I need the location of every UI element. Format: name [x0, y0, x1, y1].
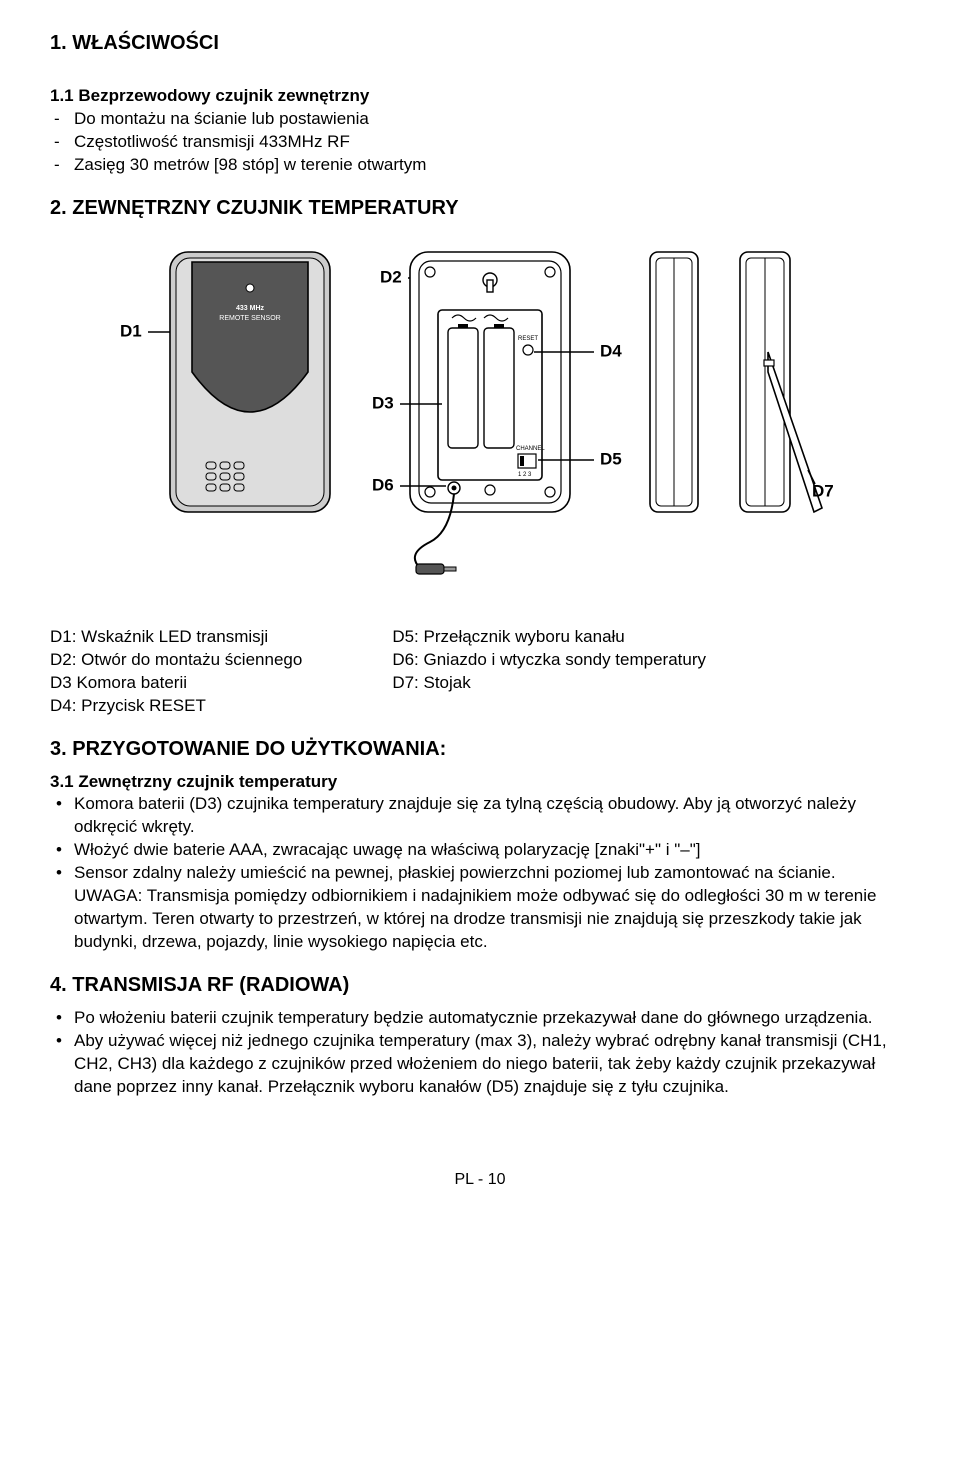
list-item: Aby używać więcej niż jednego czujnika t… — [74, 1030, 910, 1099]
legend-item: D7: Stojak — [392, 672, 706, 695]
diagram-label-d3: D3 — [372, 393, 394, 412]
diagram-label-d1: D1 — [120, 321, 142, 340]
channel-nums: 1 2 3 — [518, 472, 532, 478]
diagram-label-d4: D4 — [600, 341, 622, 360]
list-item: Częstotliwość transmisji 433MHz RF — [74, 131, 910, 154]
list-item: Zasięg 30 metrów [98 stóp] w terenie otw… — [74, 154, 910, 177]
section1-list: Do montażu na ścianie lub postawienia Cz… — [50, 108, 910, 177]
legend-item: D5: Przełącznik wyboru kanału — [392, 626, 706, 649]
channel-label: CHANNEL — [516, 446, 545, 452]
diagram-legend: D1: Wskaźnik LED transmisji D2: Otwór do… — [50, 626, 910, 718]
section3-subheading: 3.1 Zewnętrzny czujnik temperatury — [50, 771, 910, 794]
section2-heading: 2. ZEWNĘTRZNY CZUJNIK TEMPERATURY — [50, 197, 910, 220]
list-item: Do montażu na ścianie lub postawienia — [74, 108, 910, 131]
legend-item: D2: Otwór do montażu ściennego — [50, 649, 302, 672]
diagram-label-d5: D5 — [600, 449, 622, 468]
section3-list: Komora baterii (D3) czujnika temperatury… — [50, 793, 910, 954]
list-item: Włożyć dwie baterie AAA, zwracając uwagę… — [74, 839, 910, 862]
diagram-label-d2: D2 — [380, 267, 402, 286]
list-item: Po włożeniu baterii czujnik temperatury … — [74, 1007, 910, 1030]
sensor-diagram: D1 433 MHz REMOTE SENSOR D2 RESET CHANNE… — [50, 232, 910, 612]
legend-item: D4: Przycisk RESET — [50, 695, 302, 718]
diagram-label-d6: D6 — [372, 475, 394, 494]
legend-item: D1: Wskaźnik LED transmisji — [50, 626, 302, 649]
reset-label: RESET — [518, 336, 538, 342]
legend-item: D6: Gniazdo i wtyczka sondy temperatury — [392, 649, 706, 672]
list-item: Komora baterii (D3) czujnika temperatury… — [74, 793, 910, 839]
section4-heading: 4. TRANSMISJA RF (RADIOWA) — [50, 974, 910, 997]
section1-subheading: 1.1 Bezprzewodowy czujnik zewnętrzny — [50, 85, 910, 108]
diagram-label-d7: D7 — [812, 481, 834, 500]
list-item: Sensor zdalny należy umieścić na pewnej,… — [74, 862, 910, 954]
sensor-text-remote: REMOTE SENSOR — [219, 315, 280, 322]
legend-item: D3 Komora baterii — [50, 672, 302, 695]
page-footer: PL - 10 — [50, 1171, 910, 1189]
section3-heading: 3. PRZYGOTOWANIE DO UŻYTKOWANIA: — [50, 738, 910, 761]
section1-heading: 1. WŁAŚCIWOŚCI — [50, 32, 910, 55]
sensor-text-freq: 433 MHz — [236, 305, 265, 312]
section4-list: Po włożeniu baterii czujnik temperatury … — [50, 1007, 910, 1099]
